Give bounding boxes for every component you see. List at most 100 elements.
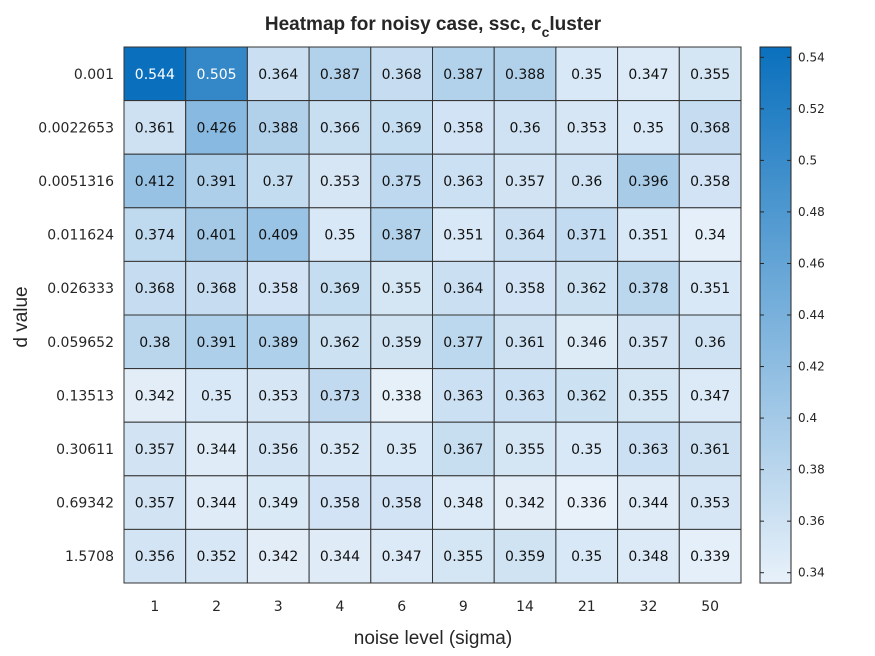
heatmap-cell-label: 0.355 — [690, 67, 730, 83]
heatmap-cell-label: 0.336 — [567, 496, 607, 512]
heatmap-cell-label: 0.362 — [567, 388, 607, 404]
heatmap-cell — [185, 100, 248, 155]
heatmap-cell-label: 0.369 — [382, 120, 422, 136]
heatmap-cell — [678, 368, 742, 423]
heatmap-cell-label: 0.357 — [505, 174, 545, 190]
y-tick-label: 0.13513 — [56, 388, 114, 404]
heatmap-cell-label: 0.359 — [382, 335, 422, 351]
heatmap-cell-label: 0.347 — [382, 549, 422, 565]
y-tick-label: 0.011624 — [47, 228, 114, 244]
heatmap-cell — [432, 100, 495, 155]
heatmap-cell — [432, 260, 495, 316]
colorbar-ticks: 0.34 0.36 0.38 0.4 0.42 0.44 0.46 0.48 0.5 0.52 0.… — [760, 50, 825, 580]
heatmap-cell — [678, 46, 742, 102]
heatmap-cell — [185, 421, 248, 477]
chart-title-subscript: c — [542, 24, 550, 40]
y-tick-label: 0.69342 — [56, 496, 114, 512]
heatmap-cell — [493, 528, 557, 584]
y-tick-labels: 0.001 0.0022653 0.0051316 0.011624 0.026333 0… — [38, 67, 114, 565]
heatmap-cell — [308, 368, 372, 423]
heatmap-cell-label: 0.356 — [135, 549, 175, 565]
heatmap-cell — [185, 475, 248, 530]
heatmap-cell — [678, 475, 742, 530]
heatmap-cell-label: 0.358 — [320, 496, 360, 512]
heatmap-cell — [370, 528, 433, 584]
heatmap-cell-label: 0.368 — [690, 120, 730, 136]
heatmap-cell — [493, 153, 557, 209]
heatmap-cell — [555, 46, 619, 102]
heatmap-cell-label: 0.352 — [320, 442, 360, 458]
heatmap-cell — [123, 46, 187, 102]
heatmap-cell-label: 0.387 — [443, 67, 483, 83]
heatmap-cell — [617, 528, 680, 584]
heatmap-cell-label: 0.368 — [135, 281, 175, 297]
heatmap-cell — [308, 528, 372, 584]
heatmap-cell-label: 0.353 — [320, 174, 360, 190]
heatmap-cell — [308, 475, 372, 530]
heatmap-cell — [555, 260, 619, 316]
x-axis-label: noise level (sigma) — [354, 628, 512, 649]
heatmap-cell-label: 0.35 — [571, 442, 602, 458]
heatmap-cell-label: 0.363 — [443, 388, 483, 404]
heatmap-cell-label: 0.401 — [197, 228, 237, 244]
heatmap-cell-label: 0.35 — [201, 388, 232, 404]
heatmap-cell-label: 0.368 — [197, 281, 237, 297]
heatmap-cell — [493, 207, 557, 262]
heatmap-cell-label: 0.353 — [567, 120, 607, 136]
heatmap-cell-label: 0.344 — [197, 442, 237, 458]
heatmap-cell-label: 0.35 — [386, 442, 417, 458]
heatmap-cell-label: 0.412 — [135, 174, 175, 190]
colorbar-tick-label: 0.38 — [798, 463, 825, 477]
heatmap-cell — [493, 100, 557, 155]
heatmap-cell-label: 0.36 — [571, 174, 602, 190]
x-tick-label: 21 — [578, 599, 596, 615]
heatmap-cell-label: 0.36 — [695, 335, 726, 351]
heatmap-cell-label: 0.377 — [443, 335, 483, 351]
heatmap-cell — [432, 46, 495, 102]
heatmap-cell — [432, 528, 495, 584]
heatmap-cell — [678, 421, 742, 477]
x-tick-label: 6 — [397, 599, 406, 615]
heatmap-cell-label: 0.35 — [324, 228, 355, 244]
heatmap-cell-label: 0.344 — [197, 496, 237, 512]
heatmap-cell — [185, 46, 248, 102]
heatmap-cells — [123, 46, 742, 584]
heatmap-cell — [370, 314, 433, 370]
heatmap-cell-label: 0.387 — [382, 228, 422, 244]
heatmap-cell — [432, 421, 495, 477]
heatmap-cell-label: 0.348 — [443, 496, 483, 512]
heatmap-cell-label: 0.505 — [197, 67, 237, 83]
heatmap-cell — [678, 153, 742, 209]
heatmap-cell-label: 0.361 — [135, 120, 175, 136]
heatmap-cell-label: 0.375 — [382, 174, 422, 190]
heatmap-cell — [617, 421, 680, 477]
heatmap-cell-label: 0.388 — [505, 67, 545, 83]
heatmap-cell — [678, 260, 742, 316]
heatmap-cell-label: 0.371 — [567, 228, 607, 244]
heatmap-cell-label: 0.378 — [628, 281, 668, 297]
heatmap-cell-label: 0.366 — [320, 120, 360, 136]
heatmap-cell-label: 0.342 — [135, 388, 175, 404]
heatmap-cell — [370, 260, 433, 316]
heatmap-cell — [246, 421, 310, 477]
x-tick-label: 50 — [701, 599, 719, 615]
heatmap-cell-label: 0.338 — [382, 388, 422, 404]
heatmap-cell — [308, 421, 372, 477]
heatmap-cell-label: 0.339 — [690, 549, 730, 565]
heatmap-cell — [308, 314, 372, 370]
heatmap-cell — [555, 475, 619, 530]
heatmap-cell — [617, 207, 680, 262]
heatmap-cell-label: 0.346 — [567, 335, 607, 351]
heatmap-cell — [185, 153, 248, 209]
colorbar-tick-label: 0.54 — [798, 50, 825, 64]
heatmap-cell — [617, 475, 680, 530]
heatmap-cell-label: 0.355 — [505, 442, 545, 458]
heatmap-cell-label: 0.348 — [628, 549, 668, 565]
heatmap-cell — [246, 314, 310, 370]
heatmap-cell-label: 0.352 — [197, 549, 237, 565]
heatmap-cell — [555, 100, 619, 155]
heatmap-cell-label: 0.349 — [258, 496, 298, 512]
y-tick-label: 0.001 — [74, 67, 114, 83]
colorbar-tick-label: 0.48 — [798, 205, 825, 219]
